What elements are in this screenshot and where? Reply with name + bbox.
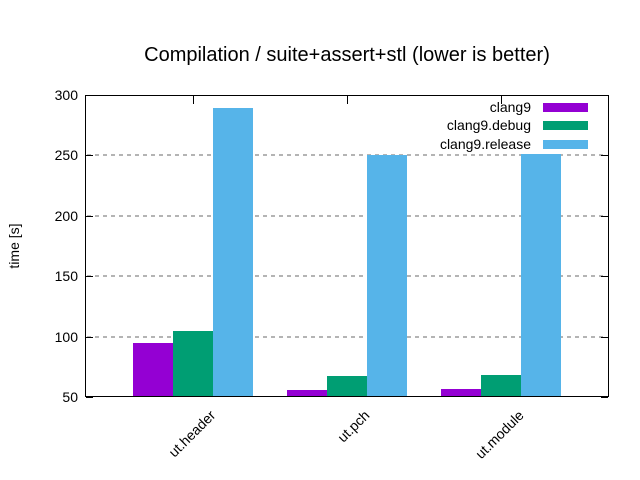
ytick-label-250: 250 xyxy=(54,147,78,164)
y-axis-label: time [s] xyxy=(6,223,22,269)
ytick-label-50: 50 xyxy=(62,389,78,405)
ytick-mark-left-150 xyxy=(86,276,93,278)
bar-ut-pch-clang9 xyxy=(287,389,327,396)
legend-swatch-clang9-debug xyxy=(543,121,588,130)
legend-label-clang9-debug: clang9.debug xyxy=(446,117,531,133)
legend-swatch-clang9-release xyxy=(543,139,588,149)
bar-ut-pch-clang9-debug xyxy=(327,376,367,396)
ytick-mark-right-50 xyxy=(601,397,608,398)
xtick-mark-top-2 xyxy=(501,96,503,104)
bar-ut-module-clang9-release xyxy=(521,154,562,396)
ytick-mark-right-300 xyxy=(601,95,608,96)
ytick-mark-right-100 xyxy=(601,336,608,338)
bar-ut-pch-clang9-release xyxy=(367,155,407,396)
ytick-mark-left-300 xyxy=(86,95,93,96)
gridline-150 xyxy=(87,275,607,278)
bar-ut-header-clang9-debug xyxy=(172,330,213,396)
ytick-mark-left-100 xyxy=(86,336,93,338)
x-category-label-ut-header: ut.header xyxy=(165,407,219,461)
ytick-mark-right-250 xyxy=(601,155,608,157)
bar-ut-module-clang9-debug xyxy=(481,375,522,396)
legend-label-clang9-release: clang9.release xyxy=(439,135,531,152)
gridline-100 xyxy=(87,335,607,338)
bar-ut-header-clang9-release xyxy=(212,108,253,396)
ytick-mark-right-200 xyxy=(601,215,608,217)
ytick-mark-left-50 xyxy=(86,397,93,398)
ytick-mark-right-150 xyxy=(601,276,608,278)
ytick-mark-left-200 xyxy=(86,215,93,217)
gridline-200 xyxy=(87,214,607,217)
legend-label-clang9: clang9 xyxy=(489,98,531,115)
gridline-250 xyxy=(87,154,607,157)
legend-swatch-clang9 xyxy=(543,102,588,112)
bar-ut-header-clang9 xyxy=(132,342,173,396)
chart-title: Compilation / suite+assert+stl (lower is… xyxy=(144,44,550,66)
ytick-mark-left-250 xyxy=(86,155,93,157)
x-category-label-ut-module: ut.module xyxy=(471,407,527,462)
ytick-label-200: 200 xyxy=(54,207,78,224)
x-category-label-ut-pch: ut.pch xyxy=(334,407,373,446)
xtick-mark-top-1 xyxy=(347,96,348,104)
bar-ut-module-clang9 xyxy=(441,388,482,396)
xtick-mark-top-0 xyxy=(192,96,194,104)
ytick-label-150: 150 xyxy=(54,268,78,285)
ytick-label-100: 100 xyxy=(54,328,78,345)
ytick-label-300: 300 xyxy=(54,87,78,103)
